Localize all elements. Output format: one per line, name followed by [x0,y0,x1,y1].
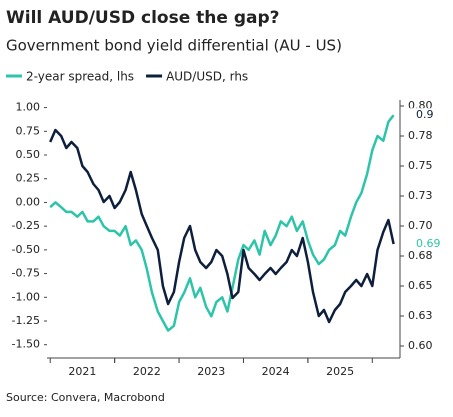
x-tick-label: 2025 [326,365,354,378]
chart-title: Will AUD/USD close the gap? [6,8,280,28]
y-tick-label: -1.00 [12,290,40,303]
y2-tick-label: 0.60 [408,339,433,352]
y-tick-label: 0.75 [16,124,41,137]
annotation-bg [404,108,434,123]
y2-tick-label: 0.63 [408,309,433,322]
legend-label: 2-year spread, lhs [26,70,134,84]
y-tick-label: -0.25 [12,219,40,232]
y-tick-label: -1.25 [12,314,40,327]
y2-tick-label: 0.78 [408,129,433,142]
annotation: 0.69 [416,237,441,250]
x-tick-label: 2022 [133,365,161,378]
y-tick-label: -0.75 [12,267,40,280]
annotation-bg [404,237,434,251]
y-tick-label: 0.25 [16,172,41,185]
x-tick-label: 2023 [197,365,225,378]
y-tick-label: 0.00 [16,195,41,208]
x-tick-label: 2024 [262,365,290,378]
y-tick-label: -1.50 [12,338,40,351]
series-line [49,114,395,332]
chart-subtitle: Government bond yield differential (AU -… [6,37,342,55]
y2-tick-label: 0.65 [408,279,433,292]
legend-label: AUD/USD, rhs [166,70,248,84]
x-tick-label: 2021 [68,365,96,378]
annotation: 0.9 [416,108,434,121]
y-tick-label: 1.00 [16,101,41,114]
y2-tick-label: 0.68 [408,249,433,262]
y2-tick-label: 0.73 [408,189,433,202]
y2-tick-label: 0.75 [408,159,433,172]
y-tick-label: 0.50 [16,148,41,161]
source: Source: Convera, Macrobond [6,391,165,404]
y-tick-label: -0.50 [12,243,40,256]
y2-tick-label: 0.70 [408,219,433,232]
series-line [49,128,395,324]
